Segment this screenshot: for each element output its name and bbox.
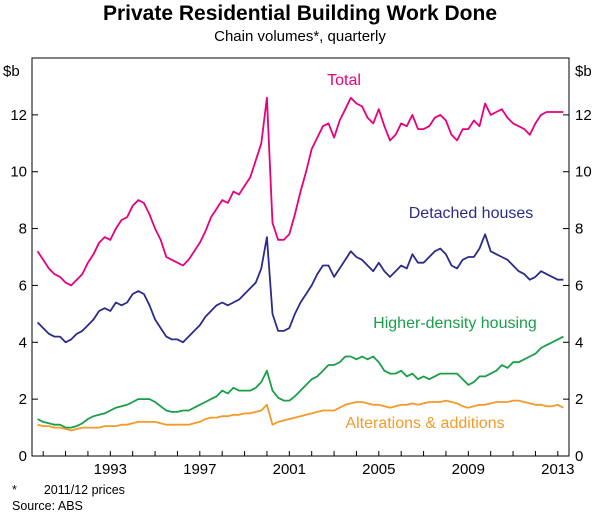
series-label-total: Total — [327, 72, 361, 89]
plot-frame — [31, 57, 570, 457]
chart-title: Private Residential Building Work Done — [102, 2, 498, 25]
source-note: Source: ABS — [12, 499, 83, 513]
x-tick-label-1997: 1997 — [183, 461, 216, 478]
y-axis-label-right: $b — [575, 63, 592, 80]
series-label-detached-houses: Detached houses — [409, 205, 534, 222]
series-line-detached-houses — [36, 233, 564, 344]
x-tick-label-2005: 2005 — [362, 461, 395, 478]
y-tick-label-left-4: 4 — [19, 334, 27, 351]
x-tick-label-2009: 2009 — [452, 461, 485, 478]
y-axis-label-left: $b — [3, 63, 20, 80]
y-tick-label-left-0: 0 — [19, 448, 27, 465]
plot-border — [31, 57, 570, 457]
y-tick-label-left-12: 12 — [10, 107, 27, 124]
y-axis-left: 0 2 4 6 8 10 12 — [10, 107, 38, 465]
y-tick-label-left-6: 6 — [19, 277, 27, 294]
footnote: * 2011/12 prices — [12, 483, 125, 497]
footnote-marker: * — [12, 483, 17, 497]
y-axis-right: 0 2 4 6 8 10 12 — [563, 107, 592, 465]
series-line-higher-density-housing — [37, 335, 564, 429]
y-tick-label-right-12: 12 — [575, 107, 592, 124]
y-tick-label-right-4: 4 — [575, 334, 583, 351]
y-tick-label-right-6: 6 — [575, 277, 583, 294]
y-tick-label-left-10: 10 — [10, 164, 27, 181]
series-line-total — [36, 96, 564, 287]
footnote-text: 2011/12 prices — [43, 483, 125, 497]
y-tick-label-right-8: 8 — [575, 221, 583, 238]
series-label-higher-density-housing: Higher-density housing — [373, 315, 537, 332]
y-tick-label-right-2: 2 — [575, 391, 583, 408]
y-tick-label-left-2: 2 — [19, 391, 27, 408]
series-line-alterations-additions — [37, 399, 564, 432]
y-tick-label-right-0: 0 — [575, 448, 583, 465]
y-tick-label-right-10: 10 — [575, 164, 592, 181]
chart-subtitle: Chain volumes*, quarterly — [214, 28, 386, 45]
x-tick-label-2013: 2013 — [541, 461, 574, 478]
x-axis: 1993 1997 2001 2005 2009 2013 — [42, 451, 575, 478]
x-tick-label-1993: 1993 — [94, 461, 127, 478]
series-lines — [36, 96, 564, 432]
x-tick-label-2001: 2001 — [273, 461, 306, 478]
series-labels: Total Detached houses Higher-density housi… — [327, 72, 537, 432]
y-tick-label-left-8: 8 — [19, 221, 27, 238]
series-label-alterations-additions: Alterations & additions — [345, 415, 504, 432]
